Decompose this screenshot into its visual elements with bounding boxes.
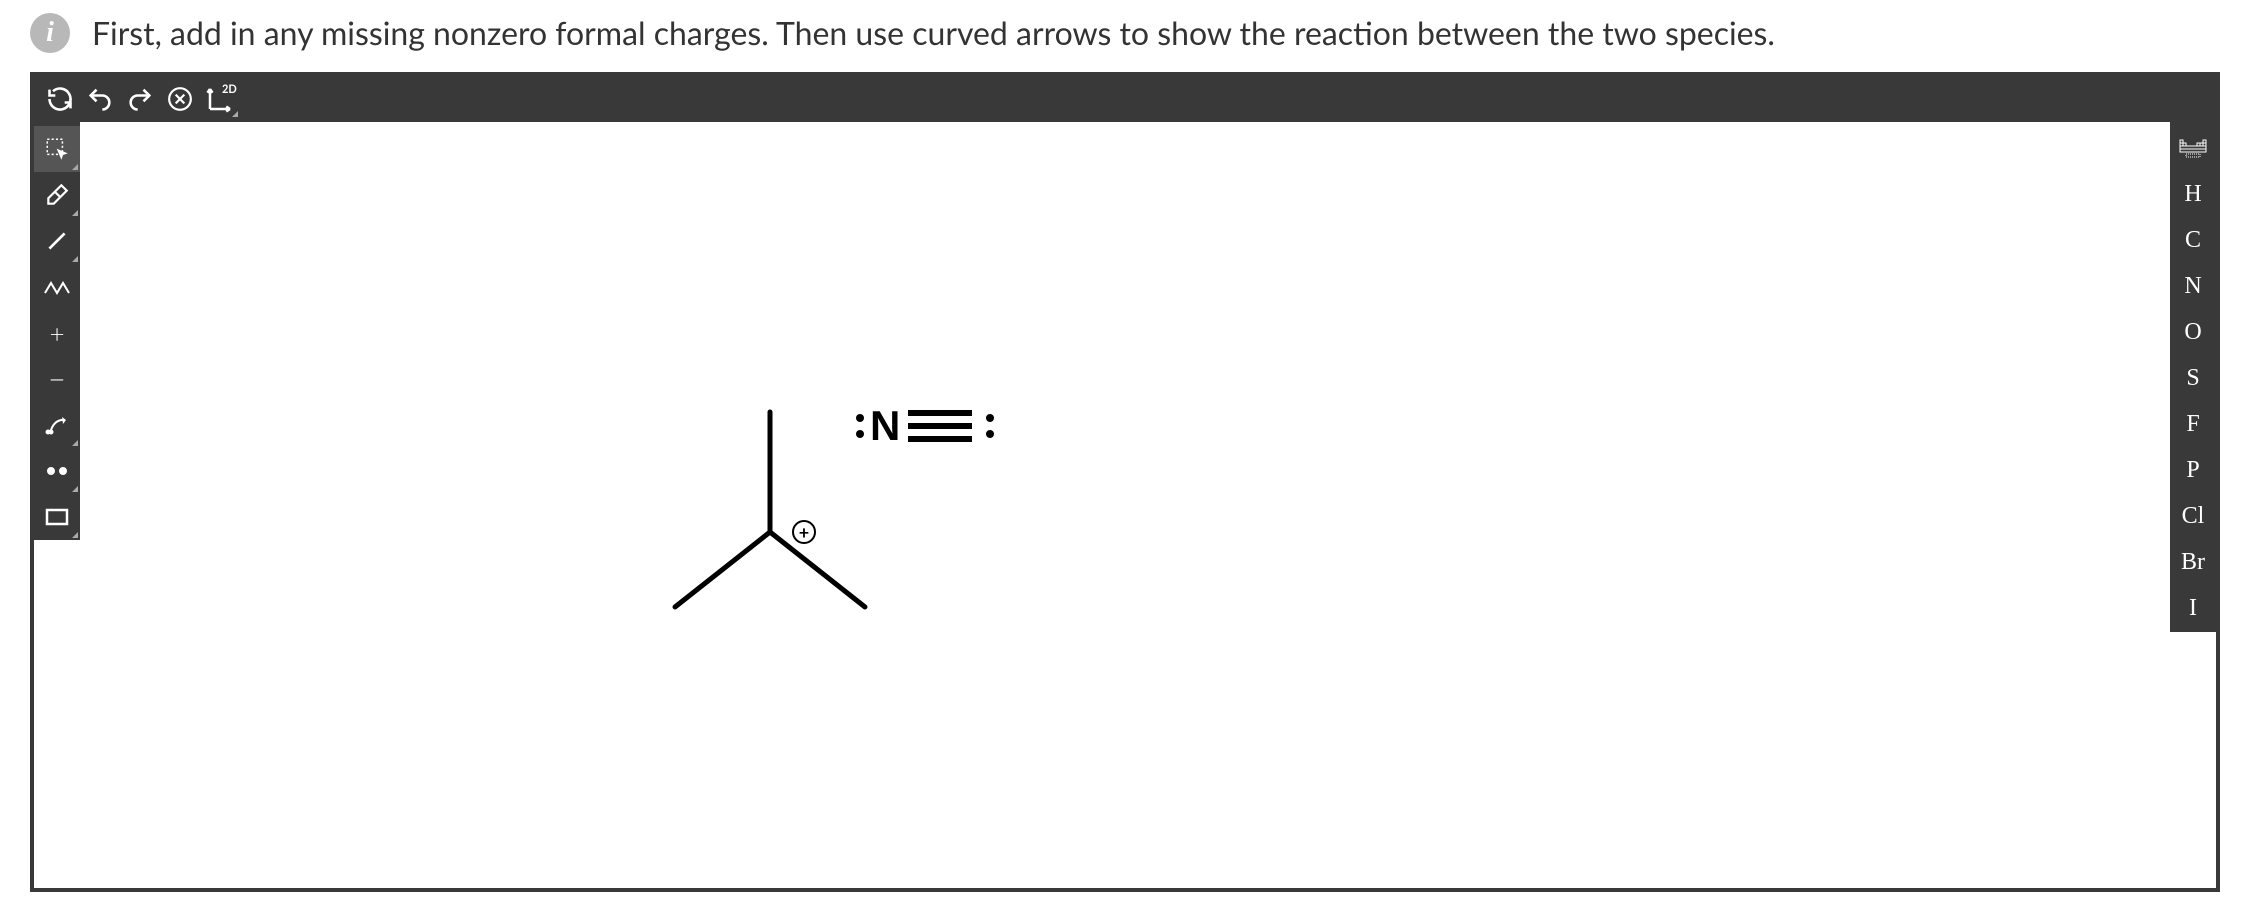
charge-minus-tool[interactable]: − <box>34 356 80 402</box>
left-toolbar: + − <box>34 122 80 540</box>
instruction-text: First, add in any missing nonzero formal… <box>92 12 1775 54</box>
view2d-label: 2D <box>222 83 237 96</box>
info-icon: i <box>30 13 70 53</box>
element-S[interactable]: S <box>2170 356 2216 402</box>
box-tool[interactable] <box>34 494 80 540</box>
nitrogen-label: N <box>870 402 900 450</box>
drawing-canvas[interactable]: + N <box>80 122 2170 888</box>
eraser-tool[interactable] <box>34 172 80 218</box>
triple-bond <box>908 410 972 442</box>
marquee-tool[interactable] <box>34 126 80 172</box>
element-O[interactable]: O <box>2170 310 2216 356</box>
element-F[interactable]: F <box>2170 402 2216 448</box>
redo-icon[interactable] <box>120 79 160 119</box>
instruction-row: i First, add in any missing nonzero form… <box>0 0 2250 72</box>
right-toolbar: H C N O S F P Cl Br I <box>2170 122 2216 632</box>
element-P[interactable]: P <box>2170 448 2216 494</box>
formal-charge-plus[interactable]: + <box>792 520 816 544</box>
single-bond-tool[interactable] <box>34 218 80 264</box>
element-H[interactable]: H <box>2170 172 2216 218</box>
reset-icon[interactable] <box>40 79 80 119</box>
lone-pair-left <box>856 414 864 438</box>
periodic-table-icon[interactable] <box>2170 126 2216 172</box>
element-Cl[interactable]: Cl <box>2170 494 2216 540</box>
element-N[interactable]: N <box>2170 264 2216 310</box>
carbocation-structure <box>620 382 880 642</box>
element-C[interactable]: C <box>2170 218 2216 264</box>
element-Br[interactable]: Br <box>2170 540 2216 586</box>
view2d-icon[interactable]: 2D <box>200 79 240 119</box>
cyanide-structure: N <box>850 402 1000 450</box>
top-toolbar: 2D <box>34 76 2216 122</box>
charge-plus-tool[interactable]: + <box>34 310 80 356</box>
lone-pair-right <box>986 414 994 438</box>
curved-arrow-tool[interactable] <box>34 402 80 448</box>
chemistry-editor: 2D <box>30 72 2220 892</box>
lone-pair-tool[interactable] <box>34 448 80 494</box>
undo-icon[interactable] <box>80 79 120 119</box>
element-I[interactable]: I <box>2170 586 2216 632</box>
clear-icon[interactable] <box>160 79 200 119</box>
chain-tool[interactable] <box>34 264 80 310</box>
